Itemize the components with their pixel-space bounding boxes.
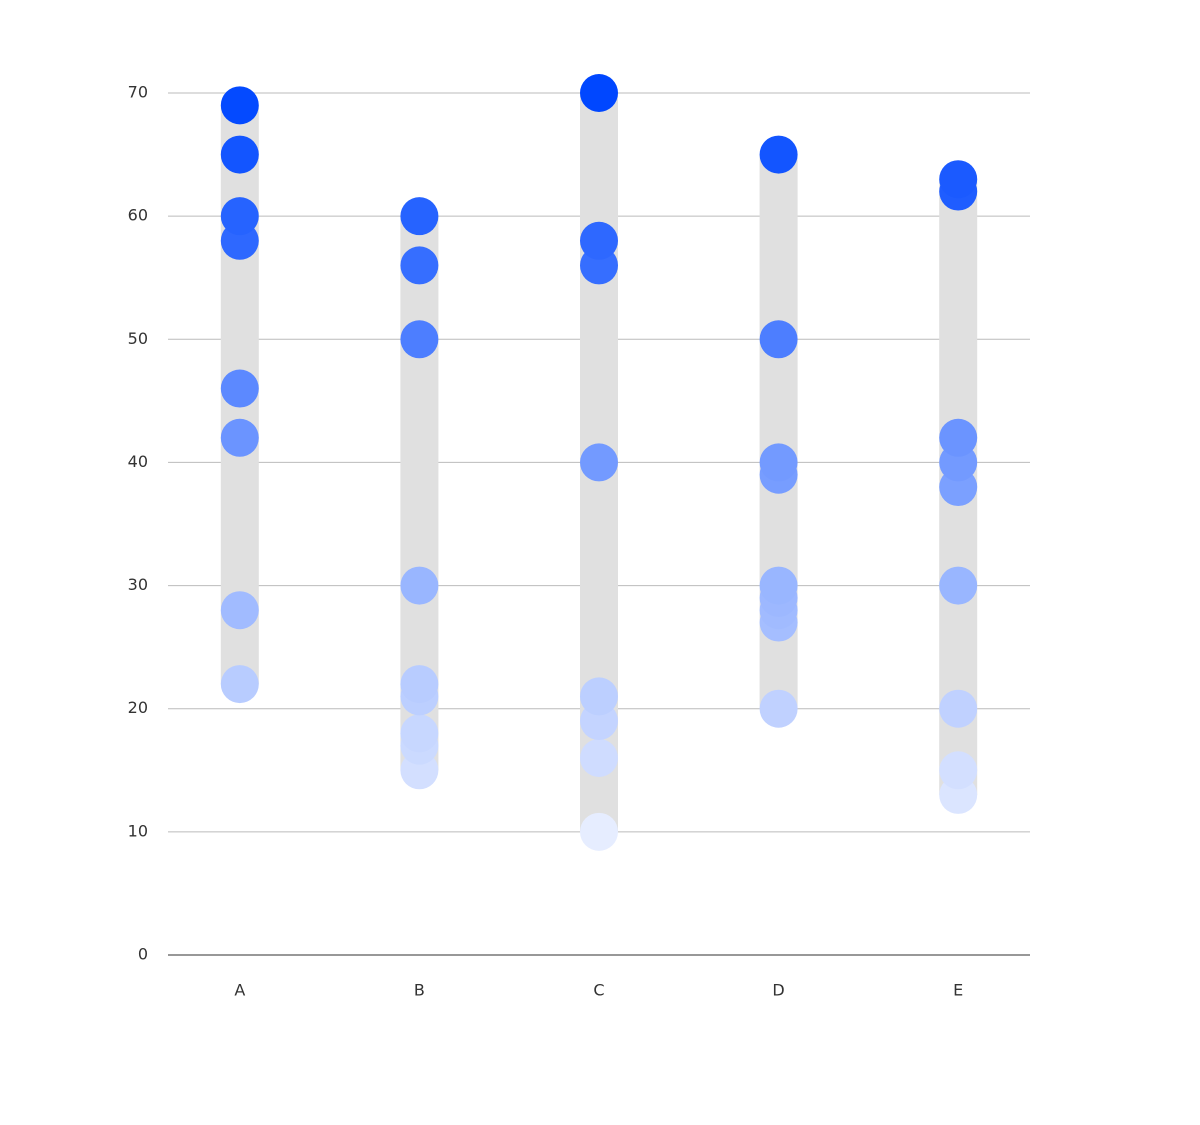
x-tick-label: D <box>772 981 784 1000</box>
dot <box>220 86 259 125</box>
y-tick-label: 20 <box>128 698 148 717</box>
dot <box>580 443 618 482</box>
dot <box>580 738 618 777</box>
dot <box>400 246 439 285</box>
dot <box>220 418 259 457</box>
x-tick-label: A <box>234 981 245 1000</box>
dot <box>220 369 259 408</box>
dot <box>220 135 259 174</box>
y-tick-label: 30 <box>128 575 148 594</box>
dot <box>220 665 259 704</box>
dot <box>580 74 618 112</box>
dot <box>400 665 439 704</box>
dot <box>759 443 798 482</box>
dot <box>580 677 618 716</box>
dot <box>939 418 978 457</box>
dot <box>400 566 439 605</box>
dot <box>580 221 618 260</box>
y-tick-label: 10 <box>128 821 148 840</box>
y-tick-label: 60 <box>128 206 148 225</box>
dot <box>220 591 259 630</box>
dot <box>939 751 978 790</box>
dot <box>220 197 259 236</box>
x-tick-label: B <box>414 981 425 1000</box>
dot <box>939 689 978 728</box>
y-tick-label: 0 <box>138 945 148 964</box>
dot <box>580 812 618 851</box>
dot <box>759 689 798 728</box>
x-tick-label: C <box>593 981 604 1000</box>
x-tick-label: E <box>953 981 963 1000</box>
dot <box>400 197 439 236</box>
dot <box>759 566 798 605</box>
y-tick-label: 70 <box>128 83 148 102</box>
dot <box>939 566 978 605</box>
dot <box>400 714 439 753</box>
dot <box>759 320 798 359</box>
dot <box>759 135 798 174</box>
dot <box>939 160 978 199</box>
dot <box>400 320 439 359</box>
y-tick-label: 40 <box>128 452 148 471</box>
y-tick-label: 50 <box>128 329 148 348</box>
